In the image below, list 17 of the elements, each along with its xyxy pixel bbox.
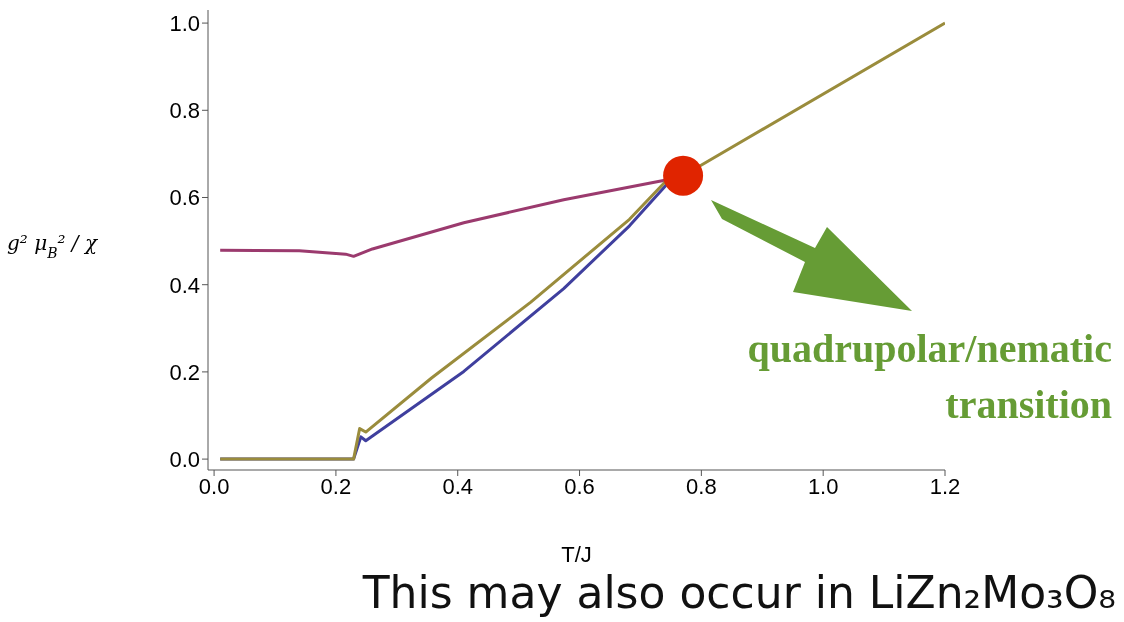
y-axis-title: g² μ$_{B}$² / χ xyxy=(6,231,99,261)
text: This may also occur in LiZn₂Mo₃O₈ xyxy=(361,567,1116,618)
y-tick-label: 0.2 xyxy=(169,359,200,385)
x-tick-label: 0.4 xyxy=(442,473,474,499)
x-tick-label: 0.0 xyxy=(198,473,230,499)
x-axis-title: T/J xyxy=(561,542,592,567)
y-tick-label: 0.8 xyxy=(169,98,200,124)
y-tick-label: 0.0 xyxy=(169,446,200,472)
x-tick-label: 0.6 xyxy=(564,473,595,499)
x-tick-label: 0.2 xyxy=(320,473,352,499)
x-tick-label: 1.2 xyxy=(929,473,961,499)
y-tick-label: 0.6 xyxy=(169,185,200,211)
x-tick-label: 0.8 xyxy=(686,473,717,499)
y-tick-label: 1.0 xyxy=(169,10,200,36)
annotation: quadrupolar/nematic transition xyxy=(747,326,1112,427)
x-tick-label: 1.0 xyxy=(807,473,839,499)
y-tick-label: 0.4 xyxy=(169,272,200,298)
